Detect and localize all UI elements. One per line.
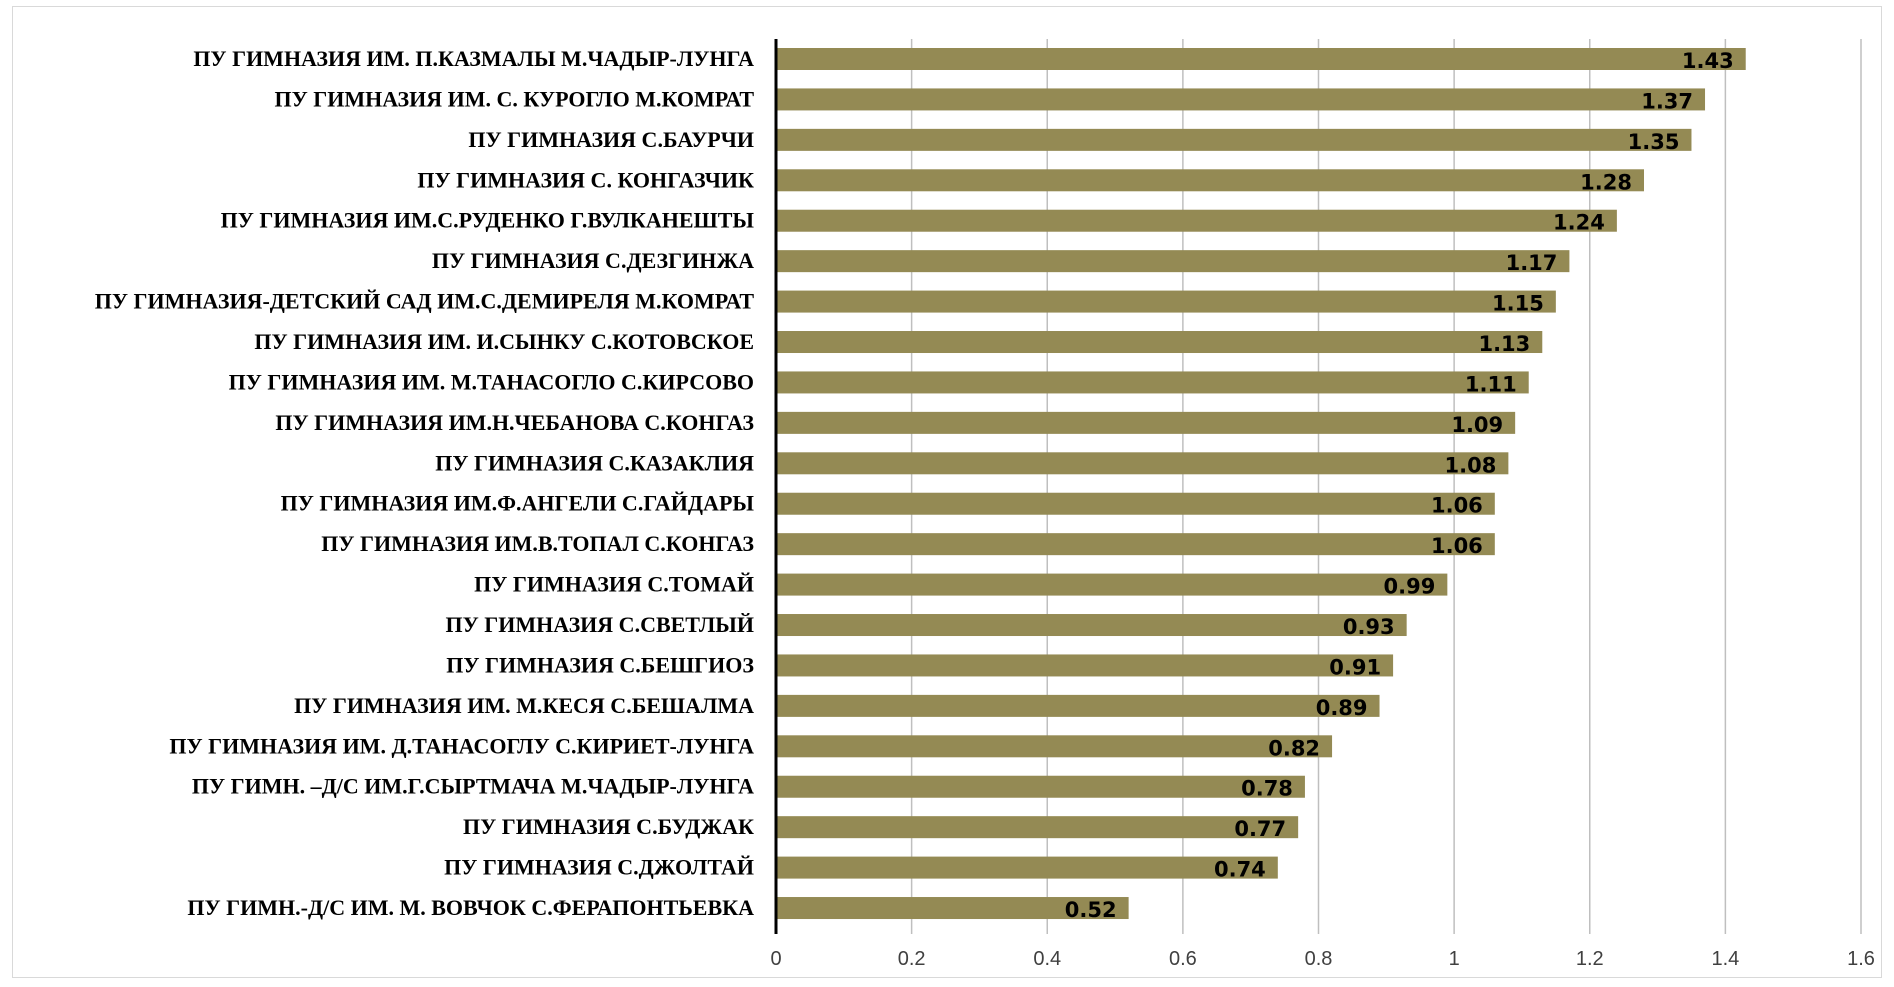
bar [776, 48, 1746, 70]
data-label: 0.74 [1214, 858, 1266, 882]
data-label: 0.78 [1241, 777, 1293, 801]
category-label: ПУ ГИМНАЗИЯ С.СВЕТЛЫЙ [445, 612, 754, 637]
data-label: 1.11 [1465, 372, 1517, 396]
bar [776, 735, 1333, 758]
category-label: ПУ ГИМНАЗИЯ С.ДЖОЛТАЙ [444, 855, 754, 880]
bar [776, 654, 1394, 677]
x-tick-label: 0.4 [1033, 948, 1061, 970]
bar [776, 694, 1380, 717]
data-label: 0.99 [1384, 575, 1436, 599]
category-label: ПУ ГИМНАЗИЯ С.БУДЖАК [463, 814, 754, 839]
category-label: ПУ ГИМНАЗИЯ ИМ.В.ТОПАЛ С.КОНГАЗ [321, 531, 754, 556]
category-label: ПУ ГИМНАЗИЯ ИМ. М.ТАНАСОГЛО С.КИРСОВО [229, 369, 754, 394]
x-tick-labels: 0 0.2 0.4 0.6 0.8 1 1.2 1.4 1.6 [770, 948, 1874, 970]
category-label: ПУ ГИМНАЗИЯ ИМ. М.КЕСЯ С.БЕШАЛМА [294, 693, 754, 718]
data-label: 1.15 [1492, 292, 1544, 316]
bar [776, 88, 1706, 111]
bar [776, 250, 1570, 273]
data-label: 1.09 [1451, 413, 1503, 437]
data-label: 0.93 [1343, 615, 1395, 639]
category-label: ПУ ГИМНАЗИЯ ИМ. Д.ТАНАСОГЛУ С.КИРИЕТ-ЛУН… [169, 733, 754, 758]
bar [776, 331, 1543, 354]
bar [776, 533, 1495, 556]
category-label: ПУ ГИМНАЗИЯ ИМ. И.СЫНКУ С.КОТОВСКОЕ [254, 329, 754, 354]
category-label: ПУ ГИМНАЗИЯ-ДЕТСКИЙ САД ИМ.С.ДЕМИРЕЛЯ М.… [95, 289, 755, 314]
category-label: ПУ ГИМНАЗИЯ С.КАЗАКЛИЯ [435, 450, 754, 475]
bar [776, 452, 1509, 475]
x-tick-label: 0.6 [1169, 948, 1197, 970]
data-label: 1.28 [1580, 170, 1632, 194]
data-label: 1.06 [1431, 494, 1483, 518]
category-label: ПУ ГИМНАЗИЯ С.ДЕЗГИНЖА [432, 248, 754, 273]
bar [776, 573, 1448, 596]
data-label: 1.24 [1553, 211, 1605, 235]
bar [776, 856, 1278, 879]
data-label: 1.35 [1628, 130, 1680, 154]
category-label: ПУ ГИМНАЗИЯ ИМ.С.РУДЕНКО Г.ВУЛКАНЕШТЫ [221, 208, 755, 233]
bar [776, 775, 1305, 798]
bar-chart: ПУ ГИМНАЗИЯ ИМ. П.КАЗМАЛЫ М.ЧАДЫР-ЛУНГА П… [95, 39, 1875, 970]
data-label: 1.37 [1641, 89, 1693, 113]
bar [776, 897, 1129, 920]
category-label: ПУ ГИМНАЗИЯ С.БЕШГИОЗ [446, 652, 754, 677]
x-tick-label: 1 [1449, 948, 1460, 970]
data-label: 1.06 [1431, 534, 1483, 558]
category-label: ПУ ГИМНАЗИЯ ИМ. П.КАЗМАЛЫ М.ЧАДЫР-ЛУНГА [193, 46, 754, 71]
bar [776, 209, 1617, 232]
x-tick-label: 1.4 [1711, 948, 1739, 970]
bar [776, 128, 1692, 151]
data-label: 0.89 [1316, 696, 1368, 720]
category-label: ПУ ГИМНАЗИЯ ИМ. С. КУРОГЛО М.КОМРАТ [274, 86, 754, 111]
x-tick-label: 1.6 [1847, 948, 1875, 970]
value-labels: 1.43 1.37 1.35 1.28 1.24 1.17 1.15 1.13 1.11 1.09… [1065, 49, 1734, 922]
bar [776, 371, 1529, 394]
data-label: 0.52 [1065, 898, 1117, 922]
category-label: ПУ ГИМНАЗИЯ С.БАУРЧИ [468, 127, 754, 152]
category-label: ПУ ГИМН. –Д/С ИМ.Г.СЫРТМАЧА М.ЧАДЫР-ЛУНГ… [192, 774, 754, 799]
bar [776, 614, 1407, 637]
data-label: 1.43 [1682, 49, 1734, 73]
bar [776, 816, 1299, 839]
category-labels: ПУ ГИМНАЗИЯ ИМ. П.КАЗМАЛЫ М.ЧАДЫР-ЛУНГА П… [95, 46, 755, 920]
category-label: ПУ ГИМНАЗИЯ С.ТОМАЙ [474, 572, 754, 597]
bar [776, 492, 1495, 515]
category-label: ПУ ГИМНАЗИЯ С. КОНГАЗЧИК [417, 167, 754, 192]
bar [776, 169, 1644, 192]
chart-area: ПУ ГИМНАЗИЯ ИМ. П.КАЗМАЛЫ М.ЧАДЫР-ЛУНГА П… [12, 6, 1882, 978]
bar [776, 411, 1516, 434]
data-label: 0.82 [1268, 736, 1320, 760]
category-label: ПУ ГИМН.-Д/С ИМ. М. ВОВЧОК С.ФЕРАПОНТЬЕВ… [187, 895, 754, 920]
data-label: 1.13 [1478, 332, 1530, 356]
data-label: 1.17 [1506, 251, 1558, 275]
category-label: ПУ ГИМНАЗИЯ ИМ.Ф.АНГЕЛИ С.ГАЙДАРЫ [281, 491, 755, 516]
x-tick-label: 0.2 [898, 948, 926, 970]
data-label: 1.08 [1445, 453, 1497, 477]
category-label: ПУ ГИМНАЗИЯ ИМ.Н.ЧЕБАНОВА С.КОНГАЗ [275, 410, 754, 435]
data-label: 0.91 [1329, 655, 1381, 679]
x-tick-label: 1.2 [1576, 948, 1604, 970]
data-label: 0.77 [1234, 817, 1286, 841]
x-tick-label: 0.8 [1305, 948, 1333, 970]
x-tick-label: 0 [770, 948, 781, 970]
bars [776, 48, 1746, 920]
bar [776, 290, 1556, 313]
